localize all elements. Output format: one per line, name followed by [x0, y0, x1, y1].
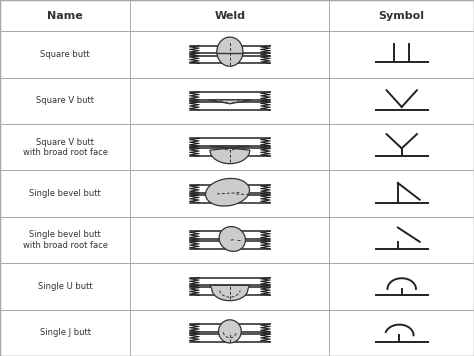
Bar [0, 78, 130, 124]
Bar [0, 124, 130, 171]
Bar [329, 0, 474, 31]
Bar [0, 0, 130, 31]
Bar [329, 171, 474, 217]
Bar [130, 171, 329, 217]
Text: Weld: Weld [214, 11, 246, 21]
Bar [130, 217, 329, 263]
Bar [0, 171, 130, 217]
Text: Single bevel butt: Single bevel butt [29, 189, 101, 198]
Bar [130, 310, 329, 356]
Ellipse shape [219, 226, 246, 251]
Ellipse shape [219, 320, 241, 343]
Bar [130, 124, 329, 171]
Text: Symbol: Symbol [379, 11, 425, 21]
Bar [0, 217, 130, 263]
Bar [130, 263, 329, 310]
Bar [329, 124, 474, 171]
Bar [329, 310, 474, 356]
Text: Single bevel butt
with broad root face: Single bevel butt with broad root face [23, 230, 108, 250]
Text: Single U butt: Single U butt [38, 282, 92, 291]
Bar [329, 217, 474, 263]
Polygon shape [210, 146, 250, 164]
Bar [329, 78, 474, 124]
Ellipse shape [206, 178, 249, 206]
Bar [130, 0, 329, 31]
Bar [130, 31, 329, 78]
Ellipse shape [217, 37, 243, 66]
Bar [329, 263, 474, 310]
Bar [0, 310, 130, 356]
Text: Single J butt: Single J butt [40, 328, 91, 337]
Polygon shape [210, 285, 250, 301]
Text: Square V butt: Square V butt [36, 96, 94, 105]
Bar [329, 31, 474, 78]
Bar [130, 78, 329, 124]
Polygon shape [209, 100, 251, 104]
Text: Name: Name [47, 11, 83, 21]
Text: Square butt: Square butt [40, 50, 90, 59]
Text: Square V butt
with broad root face: Square V butt with broad root face [23, 137, 108, 157]
Bar [0, 31, 130, 78]
Bar [0, 263, 130, 310]
